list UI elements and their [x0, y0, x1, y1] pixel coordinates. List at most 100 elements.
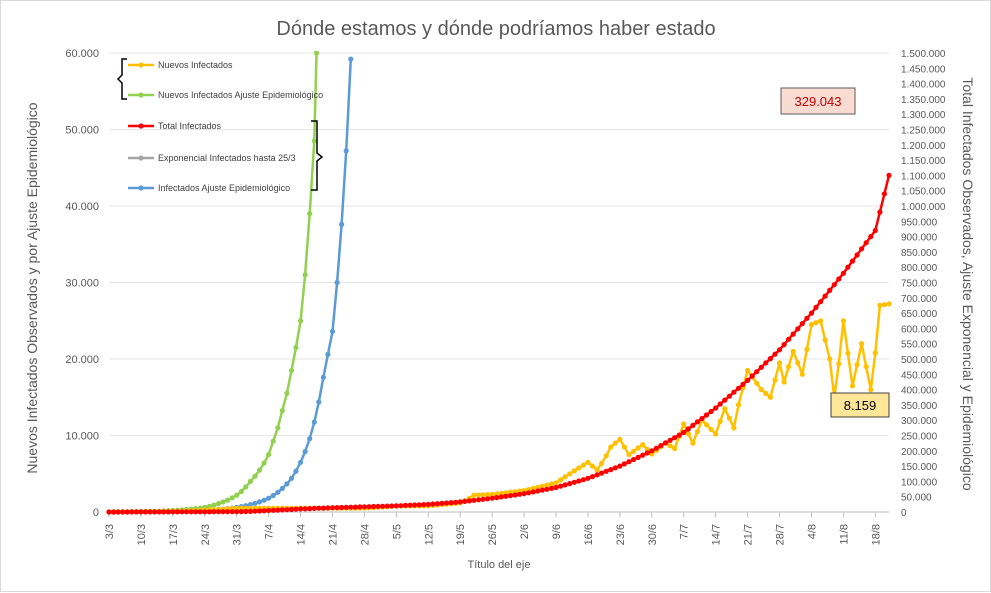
data-point	[854, 252, 860, 258]
data-point	[580, 477, 587, 483]
data-point	[813, 304, 819, 310]
data-point	[183, 509, 190, 515]
data-point	[539, 483, 545, 489]
data-point	[795, 360, 801, 366]
data-point	[471, 497, 477, 503]
data-point	[234, 509, 240, 515]
data-point	[827, 287, 833, 293]
data-point	[703, 422, 710, 428]
y-right-tick-label: 850.000	[901, 248, 938, 259]
data-point	[621, 461, 628, 467]
data-point	[498, 494, 504, 500]
data-point	[489, 495, 495, 501]
data-point	[822, 337, 828, 343]
x-tick-label: 9/6	[551, 524, 563, 539]
x-tick-label: 17/3	[168, 524, 180, 545]
data-point	[621, 444, 628, 450]
data-point	[316, 399, 322, 405]
data-point	[325, 351, 331, 357]
data-point	[215, 501, 222, 507]
data-point	[635, 445, 641, 451]
x-tick-label: 12/5	[423, 524, 435, 545]
data-point	[225, 497, 231, 503]
data-point	[266, 452, 272, 458]
data-point	[754, 369, 760, 375]
data-point	[279, 507, 285, 513]
data-point	[261, 508, 267, 514]
y-right-tick-label: 1.000.000	[901, 202, 946, 213]
data-point	[872, 227, 878, 234]
series-layer	[106, 51, 892, 515]
data-point	[599, 470, 605, 476]
data-point	[603, 468, 609, 474]
x-tick-label: 14/4	[296, 524, 308, 545]
data-point	[457, 499, 463, 505]
data-point	[256, 499, 263, 505]
y-right-tick-label: 700.000	[901, 294, 938, 305]
data-point	[270, 492, 276, 499]
data-point	[754, 380, 760, 386]
data-point	[763, 390, 769, 396]
legend-marker	[138, 155, 144, 161]
data-point	[740, 381, 746, 387]
data-point	[498, 490, 504, 496]
data-point	[603, 453, 609, 459]
x-tick-label: 24/3	[200, 524, 212, 545]
data-point	[699, 415, 705, 422]
data-point	[339, 504, 345, 511]
legend-label: Nuevos Infectados Ajuste Epidemiológico	[158, 90, 323, 100]
data-point	[831, 282, 837, 288]
data-point	[772, 377, 778, 383]
data-point	[539, 487, 545, 493]
data-point	[211, 509, 217, 515]
data-point	[174, 509, 180, 515]
data-point	[544, 486, 550, 492]
data-point	[612, 465, 618, 471]
data-point	[220, 509, 226, 515]
data-point	[494, 495, 500, 501]
data-point	[548, 485, 555, 491]
x-tick-label: 30/6	[647, 524, 659, 545]
data-point	[662, 440, 669, 446]
y-right-tick-label: 450.000	[901, 370, 938, 381]
data-point	[393, 503, 399, 509]
y-right-tick-label: 400.000	[901, 386, 938, 397]
data-point	[284, 507, 290, 513]
data-point	[786, 364, 792, 370]
data-point	[726, 393, 733, 399]
data-point	[138, 509, 144, 515]
data-point	[311, 419, 317, 425]
data-point	[288, 506, 295, 513]
data-point	[571, 479, 577, 485]
data-point	[348, 56, 354, 62]
x-tick-label: 26/5	[487, 524, 499, 545]
data-point	[462, 498, 468, 504]
data-point	[571, 468, 577, 474]
data-point	[115, 509, 121, 515]
data-point	[726, 415, 733, 421]
data-point	[480, 492, 486, 498]
data-point	[859, 246, 865, 252]
y-right-tick-label: 200.000	[901, 447, 938, 458]
data-point	[863, 364, 869, 370]
y-right-tick-label: 1.500.000	[901, 49, 946, 60]
data-point	[320, 505, 326, 511]
data-point	[521, 491, 527, 497]
data-point	[840, 270, 847, 276]
y-right-tick-label: 100.000	[901, 477, 938, 488]
y-right-tick-label: 300.000	[901, 416, 938, 427]
data-point	[589, 474, 596, 480]
data-point	[247, 508, 253, 514]
data-point	[266, 507, 272, 514]
data-point	[252, 473, 258, 479]
data-point	[375, 503, 381, 509]
data-point	[421, 502, 427, 508]
data-point	[840, 318, 847, 324]
data-point	[156, 509, 162, 515]
data-point	[416, 502, 422, 508]
y-left-tick-label: 50.000	[65, 125, 99, 137]
y-right-tick-label: 1.050.000	[901, 187, 946, 198]
data-point	[165, 509, 171, 515]
data-point	[535, 484, 541, 490]
data-point	[608, 444, 614, 450]
